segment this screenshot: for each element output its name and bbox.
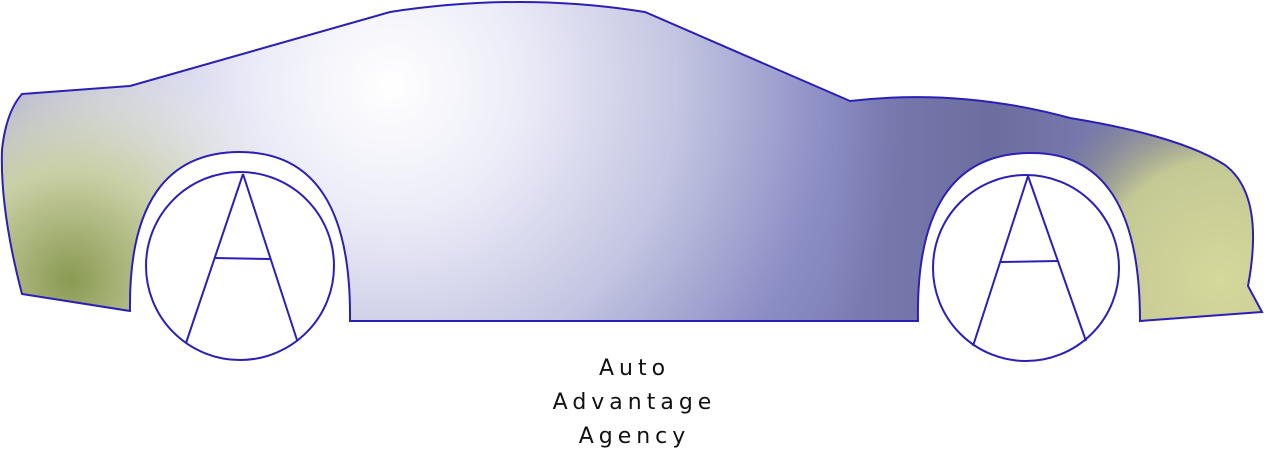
rear-wheel-a-icon [933,175,1119,361]
front-wheel-a-icon [146,172,334,360]
company-name-line-1: Auto [0,352,1264,386]
company-name: Auto Advantage Agency [0,352,1264,454]
company-name-line-3: Agency [0,420,1264,454]
company-name-line-2: Advantage [0,386,1264,420]
